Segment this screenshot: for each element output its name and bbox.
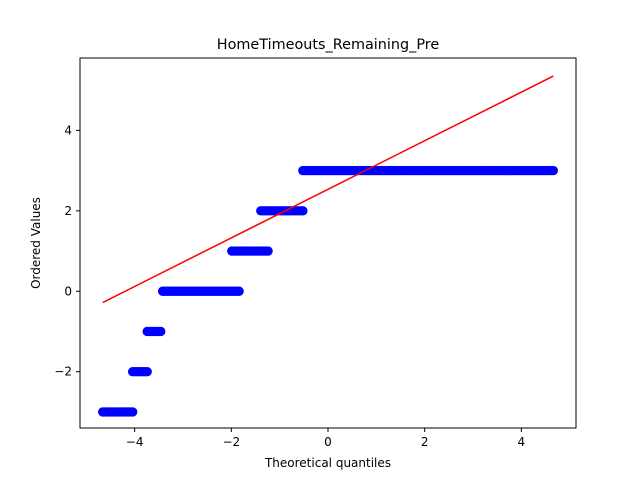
point-group bbox=[127, 367, 152, 377]
y-tick-label: −2 bbox=[54, 365, 72, 379]
data-point bbox=[234, 286, 244, 296]
point-group bbox=[227, 246, 273, 256]
data-point bbox=[156, 326, 166, 337]
point-group bbox=[256, 206, 308, 216]
plot-area bbox=[98, 75, 558, 417]
data-point bbox=[298, 206, 308, 216]
y-axis: −2 0 2 4 bbox=[54, 123, 80, 379]
x-tick-label: 4 bbox=[518, 435, 526, 449]
y-axis-label: Ordered Values bbox=[29, 197, 43, 289]
y-tick-label: 4 bbox=[64, 123, 72, 137]
x-axis-label: Theoretical quantiles bbox=[264, 456, 391, 470]
y-tick-label: 2 bbox=[64, 204, 72, 218]
data-point bbox=[127, 407, 138, 417]
x-axis: −4 −2 0 2 4 bbox=[126, 428, 525, 449]
x-tick-label: −4 bbox=[126, 435, 144, 449]
point-group bbox=[98, 407, 138, 417]
data-point bbox=[263, 246, 273, 256]
x-tick-label: 0 bbox=[324, 435, 332, 449]
axes-frame bbox=[79, 57, 577, 429]
point-group bbox=[142, 326, 166, 337]
y-tick-label: 0 bbox=[64, 284, 72, 298]
point-group bbox=[157, 286, 244, 296]
x-tick-label: −2 bbox=[222, 435, 240, 449]
point-group bbox=[298, 165, 558, 176]
data-point bbox=[142, 367, 152, 377]
fit-line bbox=[102, 75, 554, 304]
data-point bbox=[548, 165, 558, 176]
chart-title: HomeTimeouts_Remaining_Pre bbox=[217, 37, 440, 53]
x-tick-label: 2 bbox=[421, 435, 429, 449]
